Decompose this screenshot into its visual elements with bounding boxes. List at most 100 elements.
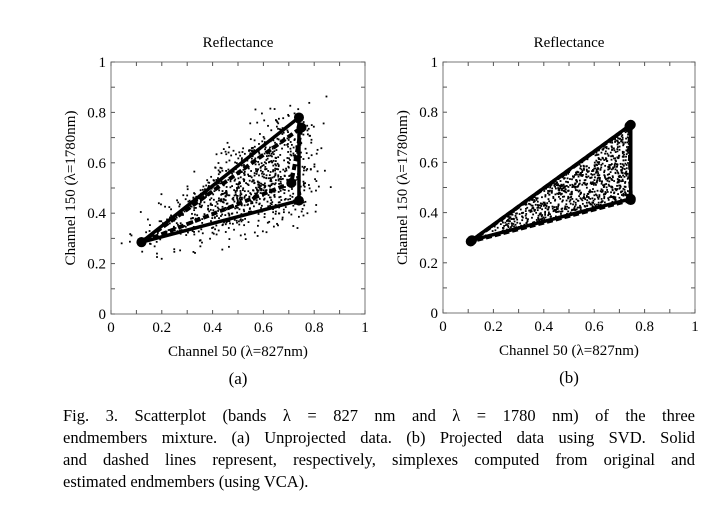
data-point [567,186,570,188]
data-point [254,157,257,160]
data-point [535,211,538,214]
data-point [586,171,589,173]
data-point [617,180,619,183]
data-point [277,127,279,130]
y-tick-label: 0.4 [87,206,106,222]
data-point [304,147,307,150]
data-point [287,165,290,168]
data-point [551,190,553,192]
data-point [174,227,177,229]
data-point [234,190,237,193]
data-point [600,188,603,191]
data-point [296,227,299,229]
data-point [242,147,245,150]
data-point [577,175,580,178]
data-point [196,214,199,217]
data-point [243,224,246,227]
data-point [222,198,225,200]
data-point [606,177,609,180]
data-point [246,159,249,162]
data-point [606,179,609,182]
data-point [585,186,588,189]
data-point [568,196,570,199]
data-point [589,182,592,185]
data-point [543,201,546,204]
data-point [289,153,292,156]
data-point [557,187,560,189]
data-point [190,217,192,220]
data-point [228,214,231,217]
data-point [273,108,276,110]
data-point [277,174,280,177]
data-point [315,180,318,182]
data-point [607,183,610,186]
data-point [232,196,235,199]
data-point [245,182,247,184]
data-point [557,188,560,191]
data-point [574,183,576,186]
data-point [292,225,295,227]
data-point [556,181,558,184]
data-point [256,189,259,192]
data-point [227,194,230,197]
data-point [228,245,230,248]
data-point [201,218,204,220]
data-point [263,186,266,189]
data-point [120,242,123,245]
data-point [624,141,627,144]
data-point [225,221,228,224]
data-point [601,190,604,193]
data-point [235,183,238,185]
data-point [257,168,259,171]
data-point [289,141,292,143]
x-axis-label: Channel 50 (λ=827nm) [499,343,639,359]
data-point [232,170,235,173]
data-point [265,162,267,165]
data-point [310,124,313,127]
data-point [576,186,579,188]
data-point [290,143,293,146]
data-point [216,215,218,217]
data-point [269,107,272,110]
data-point [610,195,612,197]
data-point [257,186,260,189]
data-point [225,193,228,196]
data-point [288,157,290,160]
data-point [621,171,624,174]
data-point [292,146,295,149]
data-point [597,157,600,160]
data-point [204,196,207,198]
data-point [539,212,542,215]
figure-caption: Fig. 3. Scatterplot (bands λ = 827 nm an… [63,405,695,493]
data-point [277,175,280,178]
panel-label: (a) [229,369,248,388]
figure: 0 0.2 0.4 0.6 0.8 1 0 0.2 0.4 0.6 0.8 1 Reflectance C… [63,35,699,388]
data-point [569,211,572,214]
data-point [622,174,624,177]
data-point [304,200,307,203]
data-point [562,199,564,202]
y-axis-label: Channel 150 (λ=1780nm) [395,110,411,265]
data-point [281,127,284,130]
data-point [536,206,539,209]
data-point [280,178,283,181]
data-point [262,136,265,138]
data-point [568,200,571,203]
data-point [616,178,619,180]
data-point [175,222,178,225]
data-point [587,196,590,199]
data-point [255,199,258,202]
data-point [600,201,602,204]
data-point [601,189,604,192]
data-point [617,141,620,144]
data-point [564,206,567,209]
data-point [263,198,265,201]
data-point [593,165,596,168]
data-point [578,183,580,186]
data-point [533,221,536,223]
data-point [550,191,553,194]
data-point [226,202,229,205]
data-point [215,183,218,186]
data-point [599,180,601,182]
data-point [606,173,609,176]
